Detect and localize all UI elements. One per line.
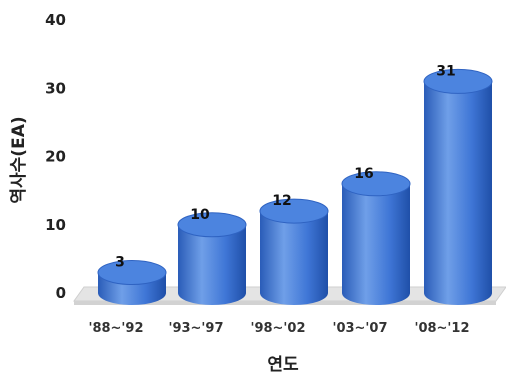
bar: [177, 212, 247, 305]
x-tick-label: '88~'92: [88, 321, 143, 336]
y-tick-label: 30: [45, 79, 66, 97]
data-label: 3: [115, 255, 125, 271]
data-label: 12: [272, 193, 291, 209]
x-tick-label: '93~'97: [168, 321, 223, 336]
data-label: 10: [190, 207, 210, 223]
axis-layer: 0 10 20 30 40 '88~'92 '93~'97 '98~'02 '03~'07 '08…: [45, 11, 469, 336]
labels-layer: 3 10 12 16 31: [115, 63, 456, 270]
bars-layer: [97, 68, 493, 305]
y-tick-label: 10: [45, 216, 66, 234]
x-axis-title: 연도: [267, 355, 299, 375]
bar-body: [342, 183, 410, 305]
x-tick-label: '08~'12: [414, 321, 469, 336]
bar-body: [178, 224, 246, 305]
bar: [259, 198, 329, 305]
y-axis-title: 역사수(EA): [9, 116, 29, 203]
bar: [97, 260, 167, 305]
data-label: 16: [354, 166, 373, 182]
y-tick-label: 0: [56, 284, 66, 302]
y-tick-label: 20: [45, 148, 66, 166]
bar-top: [341, 171, 411, 197]
y-tick-label: 40: [45, 11, 66, 29]
bar-top: [423, 68, 493, 94]
x-tick-label: '98~'02: [250, 321, 305, 336]
data-label: 31: [436, 63, 455, 79]
bar-top: [97, 260, 167, 286]
bar: [341, 171, 411, 305]
bar-top: [259, 198, 329, 224]
bar-body: [424, 81, 492, 305]
x-tick-label: '03~'07: [332, 321, 387, 336]
bar: [423, 68, 493, 305]
bar-top: [177, 212, 247, 238]
bar-body: [260, 211, 328, 305]
